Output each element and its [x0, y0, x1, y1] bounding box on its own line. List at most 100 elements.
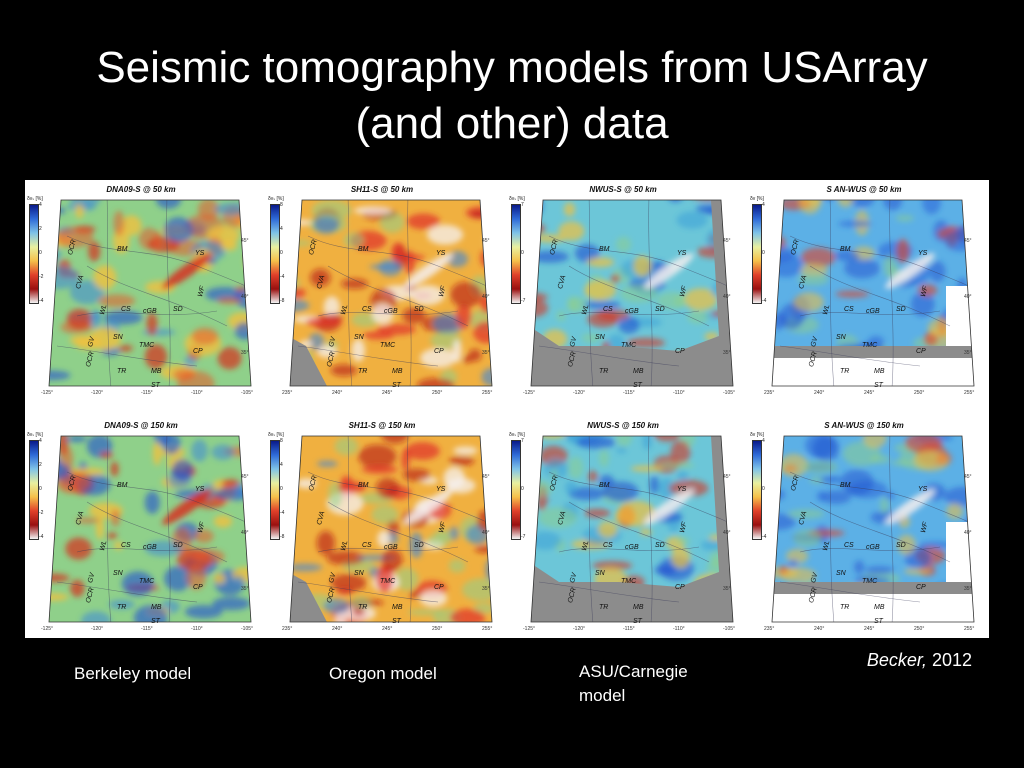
- colorbar-unit: δvₛ [%]: [268, 196, 284, 202]
- tomography-map: OCR CVA BM YS CS cGB SD WF WL SN TMC GV CP OCR TR MB ST: [529, 432, 735, 624]
- longitude-label: -110°: [191, 390, 203, 396]
- latitude-label: 35°: [723, 586, 731, 592]
- latitude-label: 40°: [241, 294, 249, 300]
- province-label: SD: [655, 542, 665, 549]
- longitude-label: -105°: [723, 626, 736, 632]
- colorbar-tick: 0: [280, 250, 283, 256]
- province-label: BM: [840, 482, 851, 489]
- latitude-label: 45°: [482, 474, 490, 480]
- latitude-label: 45°: [964, 474, 972, 480]
- colorbar-tick: 0: [39, 486, 42, 492]
- colorbar-tick: -4: [762, 534, 767, 540]
- longitude-label: -120°: [91, 626, 104, 632]
- panel-title: DNA09-S @ 150 km: [104, 421, 178, 430]
- province-label: SD: [173, 306, 183, 313]
- model-panel: S AN-WUS @ 150 km δv [%] 4 0 -4 OCR CVA BM YS CS c…: [748, 418, 980, 636]
- province-label: TMC: [380, 342, 396, 349]
- province-label: MB: [633, 604, 644, 611]
- colorbar-tick: 4: [280, 462, 283, 468]
- longitude-label: -125°: [523, 390, 536, 396]
- colorbar-unit: δv [%]: [750, 432, 764, 438]
- colorbar: [29, 440, 39, 540]
- province-label: cGB: [625, 308, 639, 315]
- latitude-label: 35°: [482, 586, 490, 592]
- province-label: BM: [358, 482, 369, 489]
- colorbar-unit: δv [%]: [750, 196, 764, 202]
- colorbar-unit: δvₛ [%]: [509, 432, 525, 438]
- model-panel: DNA09-S @ 50 km δvₛ [%] 4 2 0 -2 -4 OCR CVA BM YS C…: [25, 182, 257, 400]
- province-label: CS: [603, 542, 613, 549]
- tomography-map: OCR CVA BM YS CS cGB SD WF WL SN TMC GV CP OCR TR MB ST: [529, 196, 735, 388]
- colorbar: [270, 440, 280, 540]
- province-label: BM: [840, 246, 851, 253]
- latitude-label: 45°: [241, 238, 249, 244]
- colorbar-tick: 4: [762, 438, 765, 444]
- colorbar-tick: 0: [280, 486, 283, 492]
- longitude-label: 235°: [764, 390, 775, 396]
- province-label: BM: [117, 246, 128, 253]
- province-label: BM: [599, 482, 610, 489]
- latitude-label: 40°: [241, 530, 249, 536]
- province-label: TMC: [139, 342, 155, 349]
- province-label: CP: [434, 584, 444, 591]
- colorbar-tick: -4: [280, 274, 285, 280]
- colorbar-tick: -4: [39, 534, 44, 540]
- province-label: YS: [918, 486, 928, 493]
- colorbar: [511, 440, 521, 540]
- colorbar-tick: 0: [39, 250, 42, 256]
- longitude-label: -105°: [723, 390, 736, 396]
- colorbar-tick: 7: [521, 202, 524, 208]
- panel-title: NWUS-S @ 50 km: [589, 185, 657, 194]
- longitude-label: -105°: [241, 626, 254, 632]
- province-label: cGB: [384, 544, 398, 551]
- citation-year: 2012: [931, 650, 972, 670]
- latitude-label: 40°: [964, 530, 972, 536]
- longitude-label: -115°: [141, 626, 153, 632]
- province-label: TR: [599, 604, 609, 611]
- caption-oregon: Oregon model: [329, 664, 437, 683]
- caption-berkeley: Berkeley model: [74, 664, 192, 683]
- province-label: ST: [633, 618, 642, 624]
- latitude-label: 40°: [482, 530, 490, 536]
- province-label: TR: [117, 368, 127, 375]
- tomography-map: OCR CVA BM YS CS cGB SD WF WL SN TMC GV CP OCR TR MB ST: [288, 196, 494, 388]
- province-label: TR: [117, 604, 127, 611]
- province-label: CS: [844, 306, 854, 313]
- province-label: TMC: [139, 578, 155, 585]
- longitude-label: -110°: [191, 626, 203, 632]
- colorbar-unit: δvₛ [%]: [509, 196, 525, 202]
- colorbar-tick: 4: [39, 438, 42, 444]
- latitude-label: 45°: [964, 238, 972, 244]
- province-label: TR: [840, 368, 850, 375]
- province-label: CS: [121, 306, 131, 313]
- province-label: TR: [599, 368, 609, 375]
- province-label: MB: [151, 604, 162, 611]
- province-label: TMC: [862, 578, 878, 585]
- tomography-figure: DNA09-S @ 50 km δvₛ [%] 4 2 0 -2 -4 OCR CVA BM YS C…: [25, 180, 989, 638]
- citation-author: Becker,: [866, 650, 927, 670]
- title-line-1: Seismic tomography models from USArray: [96, 43, 928, 92]
- province-label: ST: [392, 382, 401, 388]
- longitude-label: 235°: [764, 626, 775, 632]
- longitude-label: 240°: [332, 390, 343, 396]
- longitude-label: 245°: [382, 626, 393, 632]
- province-label: BM: [358, 246, 369, 253]
- latitude-label: 35°: [241, 350, 249, 356]
- colorbar-unit: δvₛ [%]: [27, 432, 43, 438]
- province-label: TMC: [862, 342, 878, 349]
- colorbar-tick: 4: [39, 202, 42, 208]
- tomography-map: OCR CVA BM YS CS cGB SD WF WL SN TMC GV CP OCR TR MB ST: [770, 196, 976, 388]
- colorbar-tick: -8: [280, 298, 285, 304]
- province-label: TMC: [380, 578, 396, 585]
- longitude-label: 255°: [482, 626, 493, 632]
- model-panel: DNA09-S @ 150 km δvₛ [%] 4 2 0 -2 -4 OCR CVA BM YS…: [25, 418, 257, 636]
- latitude-label: 40°: [964, 294, 972, 300]
- longitude-label: 250°: [432, 390, 443, 396]
- tomography-map: OCR CVA BM YS CS cGB SD WF WL SN TMC GV CP OCR TR MB ST: [770, 432, 976, 624]
- colorbar-tick: -7: [521, 298, 526, 304]
- province-label: BM: [117, 482, 128, 489]
- colorbar-tick: 2: [39, 462, 42, 468]
- province-label: YS: [918, 250, 928, 257]
- longitude-label: 245°: [864, 626, 875, 632]
- longitude-label: -115°: [623, 626, 635, 632]
